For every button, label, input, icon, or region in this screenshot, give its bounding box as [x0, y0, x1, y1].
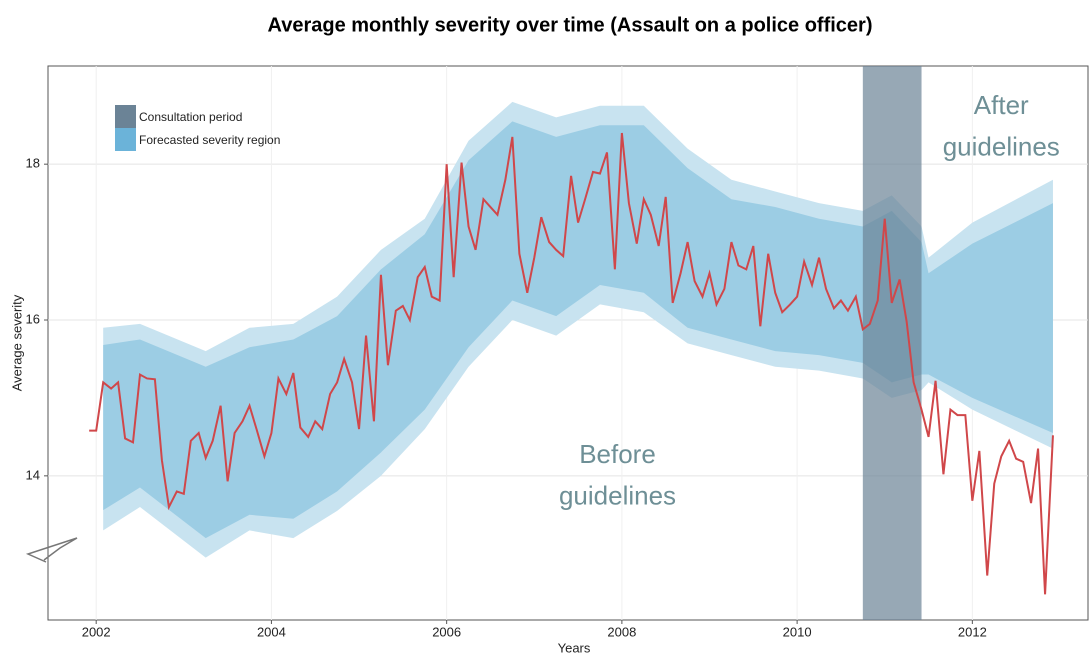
- y-tick-label: 14: [26, 467, 40, 482]
- annotation: After: [974, 90, 1029, 120]
- y-tick-label: 18: [26, 156, 40, 171]
- severity-line: [89, 132, 1054, 595]
- x-tick-label: 2008: [607, 624, 636, 639]
- x-tick-label: 2002: [82, 624, 111, 639]
- annotation: guidelines: [559, 481, 676, 511]
- x-tick-label: 2006: [432, 624, 461, 639]
- forecast-inner-band: [103, 121, 1053, 539]
- legend-swatch: [115, 128, 136, 151]
- annotation: guidelines: [943, 131, 1060, 161]
- x-axis-label: Years: [558, 640, 591, 655]
- legend: Consultation period Forecasted severity r…: [115, 105, 280, 151]
- axis-break: [25, 537, 78, 563]
- y-tick-label: 16: [26, 311, 40, 326]
- x-tick-label: 2004: [257, 624, 286, 639]
- annotation: Before: [579, 439, 656, 469]
- legend-label: Forecasted severity region: [139, 133, 280, 147]
- consultation-period: [862, 66, 922, 620]
- legend-swatch: [115, 105, 136, 128]
- legend-label: Consultation period: [139, 110, 242, 124]
- x-tick-label: 2010: [783, 624, 812, 639]
- x-tick-label: 2012: [958, 624, 987, 639]
- chart-title: Average monthly severity over time (Assa…: [268, 14, 873, 36]
- plot: [44, 66, 1088, 624]
- y-axis-label: Average severity: [9, 294, 24, 391]
